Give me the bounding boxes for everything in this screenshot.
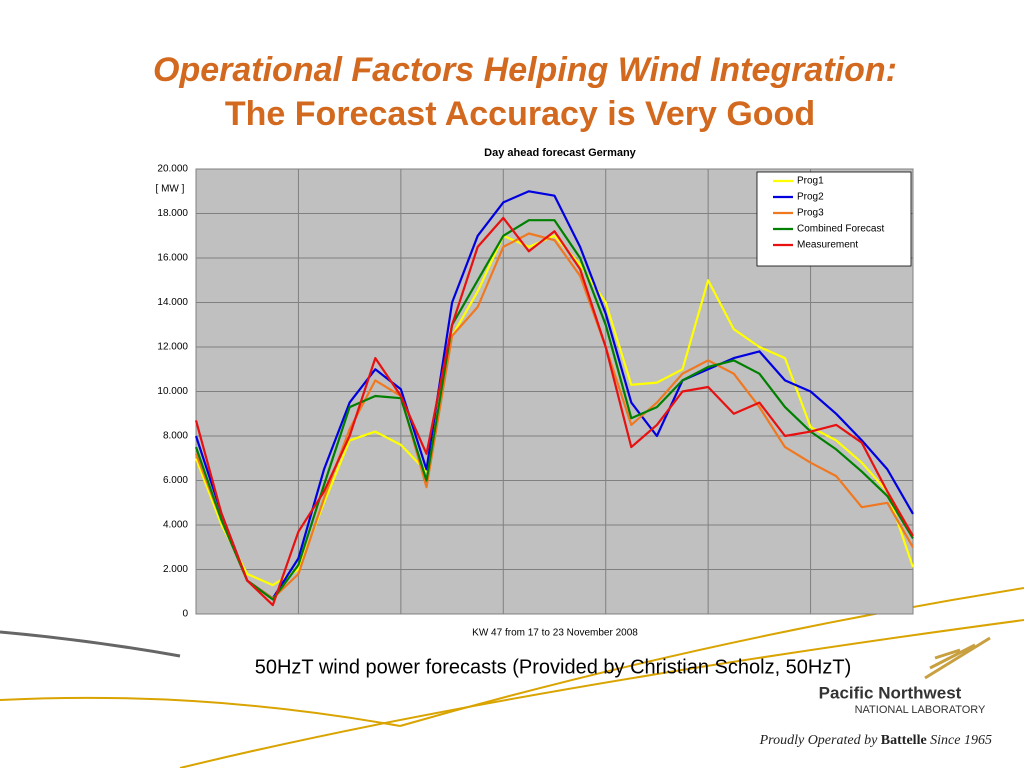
decor-line [179, 619, 1024, 769]
caption: 50HzT wind power forecasts (Provided by … [255, 656, 852, 678]
logo-text: NATIONAL LABORATORY [855, 704, 986, 716]
y-tick-label: 16.000 [157, 253, 188, 264]
y-tick-label: 20.000 [157, 164, 188, 175]
y-tick-label: 2.000 [163, 564, 188, 575]
slide-title: Operational Factors Helping Wind Integra… [153, 51, 897, 89]
tagline: Proudly Operated by Battelle Since 1965 [759, 733, 992, 748]
y-tick-label: 12.000 [157, 342, 188, 353]
decor-line [399, 587, 1024, 727]
y-tick-label: 6.000 [163, 475, 188, 486]
legend-label: Prog1 [797, 176, 824, 187]
series-line [194, 190, 914, 600]
legend-label: Prog2 [797, 192, 824, 203]
legend-label: Combined Forecast [797, 224, 884, 235]
y-tick-label: 4.000 [163, 520, 188, 531]
series-line [194, 232, 914, 600]
decor-line [0, 696, 401, 727]
legend-box [756, 171, 912, 267]
chart-title: Day ahead forecast Germany [484, 147, 637, 159]
y-tick-label: 0 [182, 609, 188, 620]
y-tick-label: 18.000 [157, 208, 188, 219]
decor-line [0, 630, 181, 658]
logo-mark [924, 636, 991, 680]
series-line [194, 219, 914, 601]
legend-label: Measurement [797, 240, 858, 251]
slide-title: The Forecast Accuracy is Very Good [225, 95, 815, 133]
y-axis-label: [ MW ] [156, 184, 185, 195]
y-tick-label: 14.000 [157, 297, 188, 308]
y-tick-label: 8.000 [163, 431, 188, 442]
y-tick-label: 10.000 [157, 386, 188, 397]
chart: Day ahead forecast Germany [ MW ] KW 47 … [156, 147, 915, 639]
legend-label: Prog3 [797, 208, 824, 219]
series-line [194, 216, 914, 607]
x-axis-label: KW 47 from 17 to 23 November 2008 [472, 628, 638, 639]
logo-text: Pacific Northwest [819, 683, 962, 702]
